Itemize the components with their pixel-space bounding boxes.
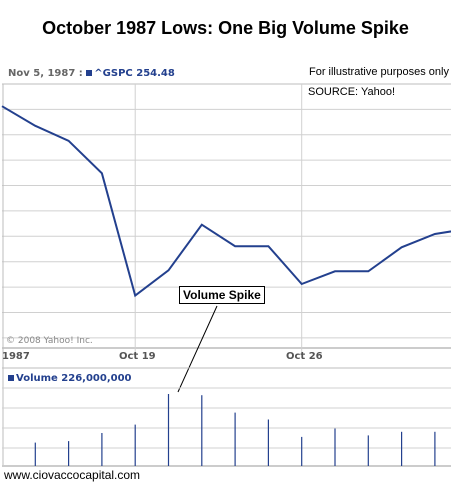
series-marker-icon bbox=[86, 69, 93, 76]
illustrative-note: For illustrative purposes only bbox=[308, 66, 449, 78]
quote-symbol: ^GSPC bbox=[94, 68, 133, 79]
chart-title: October 1987 Lows: One Big Volume Spike bbox=[42, 18, 409, 38]
volume-label: Volume bbox=[16, 373, 58, 384]
annotation-pointer bbox=[177, 305, 218, 393]
footer-url: www.ciovaccocapital.com bbox=[4, 468, 141, 482]
quote-date: Nov 5, 1987 : bbox=[8, 68, 83, 79]
source-note: SOURCE: Yahoo! bbox=[308, 86, 396, 98]
quote-value: 254.48 bbox=[136, 68, 175, 79]
x-tick-oct-19: Oct 19 bbox=[119, 351, 156, 362]
volume-spike-annotation: Volume Spike bbox=[179, 286, 265, 304]
price-series-line bbox=[1, 105, 451, 298]
quote-header: Nov 5, 1987 : ^GSPC 254.48 bbox=[8, 68, 175, 79]
volume-marker-icon bbox=[8, 374, 14, 381]
x-tick-oct-26: Oct 26 bbox=[286, 351, 323, 362]
volume-value: 226,000,000 bbox=[61, 373, 132, 384]
copyright-text: © 2008 Yahoo! Inc. bbox=[6, 336, 93, 346]
x-tick-1987: 1987 bbox=[2, 351, 30, 362]
volume-legend: Volume 226,000,000 bbox=[8, 373, 132, 384]
